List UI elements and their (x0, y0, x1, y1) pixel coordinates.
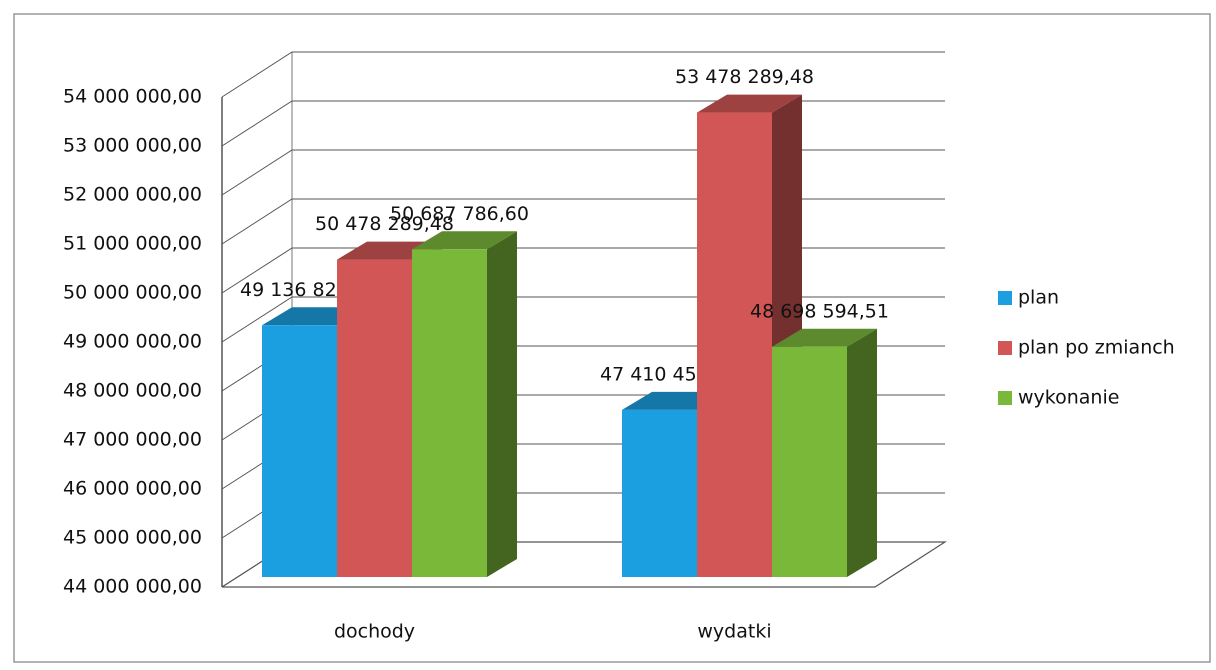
chart-frame (13, 13, 1211, 663)
data-label: 50 478 289,48 (315, 213, 454, 235)
y-tick-label: 49 000 000,00 (63, 331, 202, 353)
y-tick-label: 47 000 000,00 (63, 429, 202, 451)
bar-top (412, 231, 517, 250)
legend-swatch (998, 291, 1012, 305)
y-tick-label: 46 000 000,00 (63, 478, 202, 500)
bar-top (697, 94, 802, 113)
legend-swatch (998, 341, 1012, 355)
bar-side (847, 328, 877, 577)
bar (622, 409, 697, 577)
y-tick-label: 52 000 000,00 (63, 184, 202, 206)
y-tick-label: 45 000 000,00 (63, 527, 202, 549)
y-tick-label: 54 000 000,00 (63, 86, 202, 108)
y-tick-label: 51 000 000,00 (63, 233, 202, 255)
y-tick-label: 50 000 000,00 (63, 282, 202, 304)
bar-top (772, 328, 877, 347)
grid-line (221, 51, 945, 98)
legend-label: plan (1018, 287, 1059, 309)
grid-line (221, 149, 945, 196)
bar (262, 325, 337, 577)
bar-side (487, 231, 517, 577)
bar (697, 112, 772, 577)
y-tick-label: 44 000 000,00 (63, 576, 202, 598)
x-tick-label: dochody (334, 621, 415, 643)
y-tick-label: 48 000 000,00 (63, 380, 202, 402)
data-label: 53 478 289,48 (675, 66, 814, 88)
legend-swatch (998, 391, 1012, 405)
bar (337, 259, 412, 577)
bar (412, 249, 487, 577)
data-label: 48 698 594,51 (750, 300, 889, 322)
x-tick-label: wydatki (697, 621, 771, 643)
grid-line (221, 100, 945, 147)
legend-label: wykonanie (1018, 387, 1119, 409)
data-label: 50 687 786,60 (390, 203, 529, 225)
y-tick-label: 53 000 000,00 (63, 135, 202, 157)
bar (772, 346, 847, 577)
legend-label: plan po zmianch (1018, 337, 1175, 359)
